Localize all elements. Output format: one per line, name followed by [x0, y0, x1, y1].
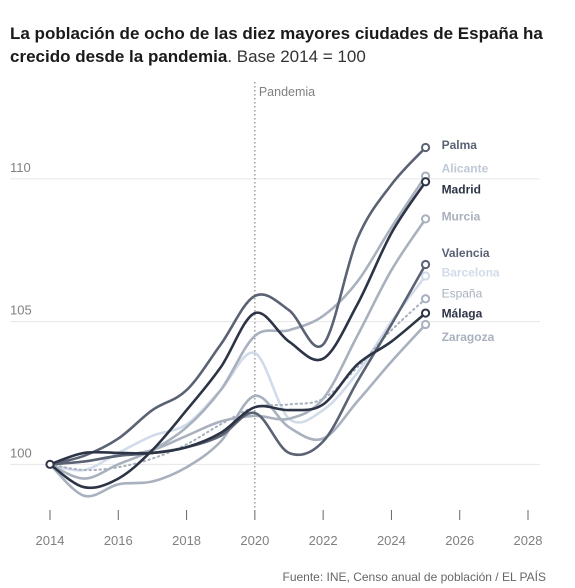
- x-tick-label-2024: 2024: [377, 533, 406, 548]
- series-endpoint-murcia: [420, 214, 431, 224]
- chart-title-base: . Base 2014 = 100: [227, 47, 366, 66]
- x-tick-label-2022: 2022: [309, 533, 338, 548]
- series-line-zaragoza: [48, 323, 427, 498]
- series-line-murcia: [48, 217, 427, 466]
- series-endpoint-zaragoza: [420, 319, 431, 330]
- series-palma: [48, 142, 431, 466]
- series-zaragoza: [48, 319, 431, 498]
- series-label-palma: Palma: [442, 138, 478, 152]
- y-tick-label-100: 100: [10, 445, 32, 460]
- series-endpoint-espana: [420, 294, 431, 304]
- series-label-barcelona: Barcelona: [442, 265, 500, 279]
- chart-title: La población de ocho de las diez mayores…: [10, 22, 565, 68]
- series-endpoint-barcelona: [420, 271, 431, 281]
- series-endpoint-madrid: [420, 177, 431, 187]
- series-label-madrid: Madrid: [442, 182, 481, 196]
- series-line-alicante: [48, 174, 427, 480]
- series-label-espana: España: [442, 286, 483, 300]
- series-line-barcelona: [48, 274, 427, 472]
- pandemic-label: Pandemia: [259, 85, 315, 99]
- series-endpoint-palma: [420, 142, 431, 153]
- series-label-zaragoza: Zaragoza: [442, 330, 495, 344]
- series-endpoint-valencia: [420, 259, 431, 270]
- series-line-malaga: [48, 311, 427, 466]
- x-tick-label-2020: 2020: [240, 533, 269, 548]
- series-line-palma: [48, 146, 427, 466]
- chart-title-main: La población de ocho de las diez mayores…: [10, 24, 543, 66]
- series-madrid: [48, 177, 431, 490]
- x-tick-label-2016: 2016: [104, 533, 133, 548]
- y-tick-label-110: 110: [10, 160, 31, 175]
- series-alicante: [48, 171, 431, 480]
- series-valencia: [48, 259, 431, 466]
- chart-source: Fuente: INE, Censo anual de población / …: [282, 570, 547, 584]
- series-endpoint-malaga: [420, 308, 431, 318]
- y-tick-label-105: 105: [10, 303, 32, 318]
- series-line-valencia: [48, 263, 427, 466]
- x-tick-label-2026: 2026: [445, 533, 474, 548]
- x-tick-label-2028: 2028: [514, 533, 543, 548]
- series-line-madrid: [48, 180, 427, 490]
- series-barcelona: [48, 271, 431, 472]
- series-malaga: [48, 308, 431, 466]
- series-startpoint: [45, 459, 55, 469]
- series-label-murcia: Murcia: [442, 209, 481, 223]
- series-label-alicante: Alicante: [442, 162, 489, 176]
- x-tick-label-2018: 2018: [172, 533, 201, 548]
- series-murcia: [48, 214, 431, 466]
- series-label-valencia: Valencia: [442, 246, 490, 260]
- series-label-malaga: Málaga: [442, 307, 483, 321]
- x-tick-label-2014: 2014: [36, 533, 65, 548]
